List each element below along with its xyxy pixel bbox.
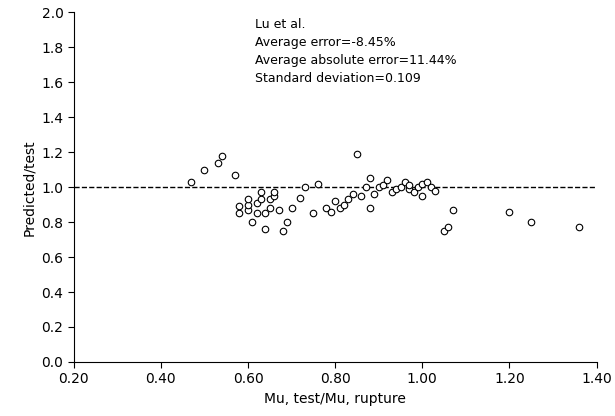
Point <box>278 228 288 234</box>
Point <box>287 205 296 211</box>
Point <box>374 184 384 191</box>
Point <box>199 166 209 173</box>
Point <box>234 210 244 217</box>
Point <box>357 193 367 199</box>
Point <box>418 181 427 187</box>
Point <box>330 198 340 205</box>
Point <box>282 219 292 225</box>
Point <box>269 189 279 196</box>
Point <box>439 228 449 234</box>
Point <box>400 178 410 185</box>
Point <box>243 196 253 203</box>
Point <box>365 205 375 211</box>
Point <box>408 189 418 196</box>
Point <box>247 219 257 225</box>
Text: Lu et al.
Average error=-8.45%
Average absolute error=11.44%
Standard deviation=: Lu et al. Average error=-8.45% Average a… <box>255 18 456 85</box>
Point <box>347 191 357 198</box>
Point <box>391 186 401 192</box>
Point <box>413 184 423 191</box>
Point <box>395 184 405 191</box>
Point <box>430 187 440 194</box>
Point <box>261 210 271 217</box>
Point <box>404 182 414 189</box>
Point <box>243 201 253 208</box>
Point <box>243 207 253 213</box>
Point <box>504 208 514 215</box>
Point <box>295 194 305 201</box>
Point <box>370 191 379 198</box>
Point <box>443 224 453 231</box>
Point <box>343 196 353 203</box>
Point <box>265 205 275 211</box>
Point <box>256 196 266 203</box>
Point <box>230 172 240 178</box>
Point <box>526 219 536 225</box>
Y-axis label: Predicted/test: Predicted/test <box>22 139 36 235</box>
Point <box>234 203 244 210</box>
Point <box>269 193 279 199</box>
Point <box>256 189 266 196</box>
Point <box>361 184 371 191</box>
Point <box>252 210 261 217</box>
Point <box>383 177 392 183</box>
Point <box>261 226 271 233</box>
Point <box>213 159 223 166</box>
Point <box>422 178 432 185</box>
Point <box>300 184 309 191</box>
Point <box>274 207 284 213</box>
Point <box>378 182 388 189</box>
Point <box>404 186 414 192</box>
Point <box>418 193 427 199</box>
Point <box>217 152 227 159</box>
Point <box>387 189 397 196</box>
Point <box>313 181 323 187</box>
X-axis label: Mu, test/Mu, rupture: Mu, test/Mu, rupture <box>264 392 406 406</box>
Point <box>186 178 196 185</box>
Point <box>252 200 261 206</box>
Point <box>322 205 331 211</box>
Point <box>448 207 458 213</box>
Point <box>265 196 275 203</box>
Point <box>352 151 362 157</box>
Point <box>309 210 319 217</box>
Point <box>574 224 584 231</box>
Point <box>426 184 436 191</box>
Point <box>326 208 336 215</box>
Point <box>335 205 344 211</box>
Point <box>339 201 349 208</box>
Point <box>365 175 375 182</box>
